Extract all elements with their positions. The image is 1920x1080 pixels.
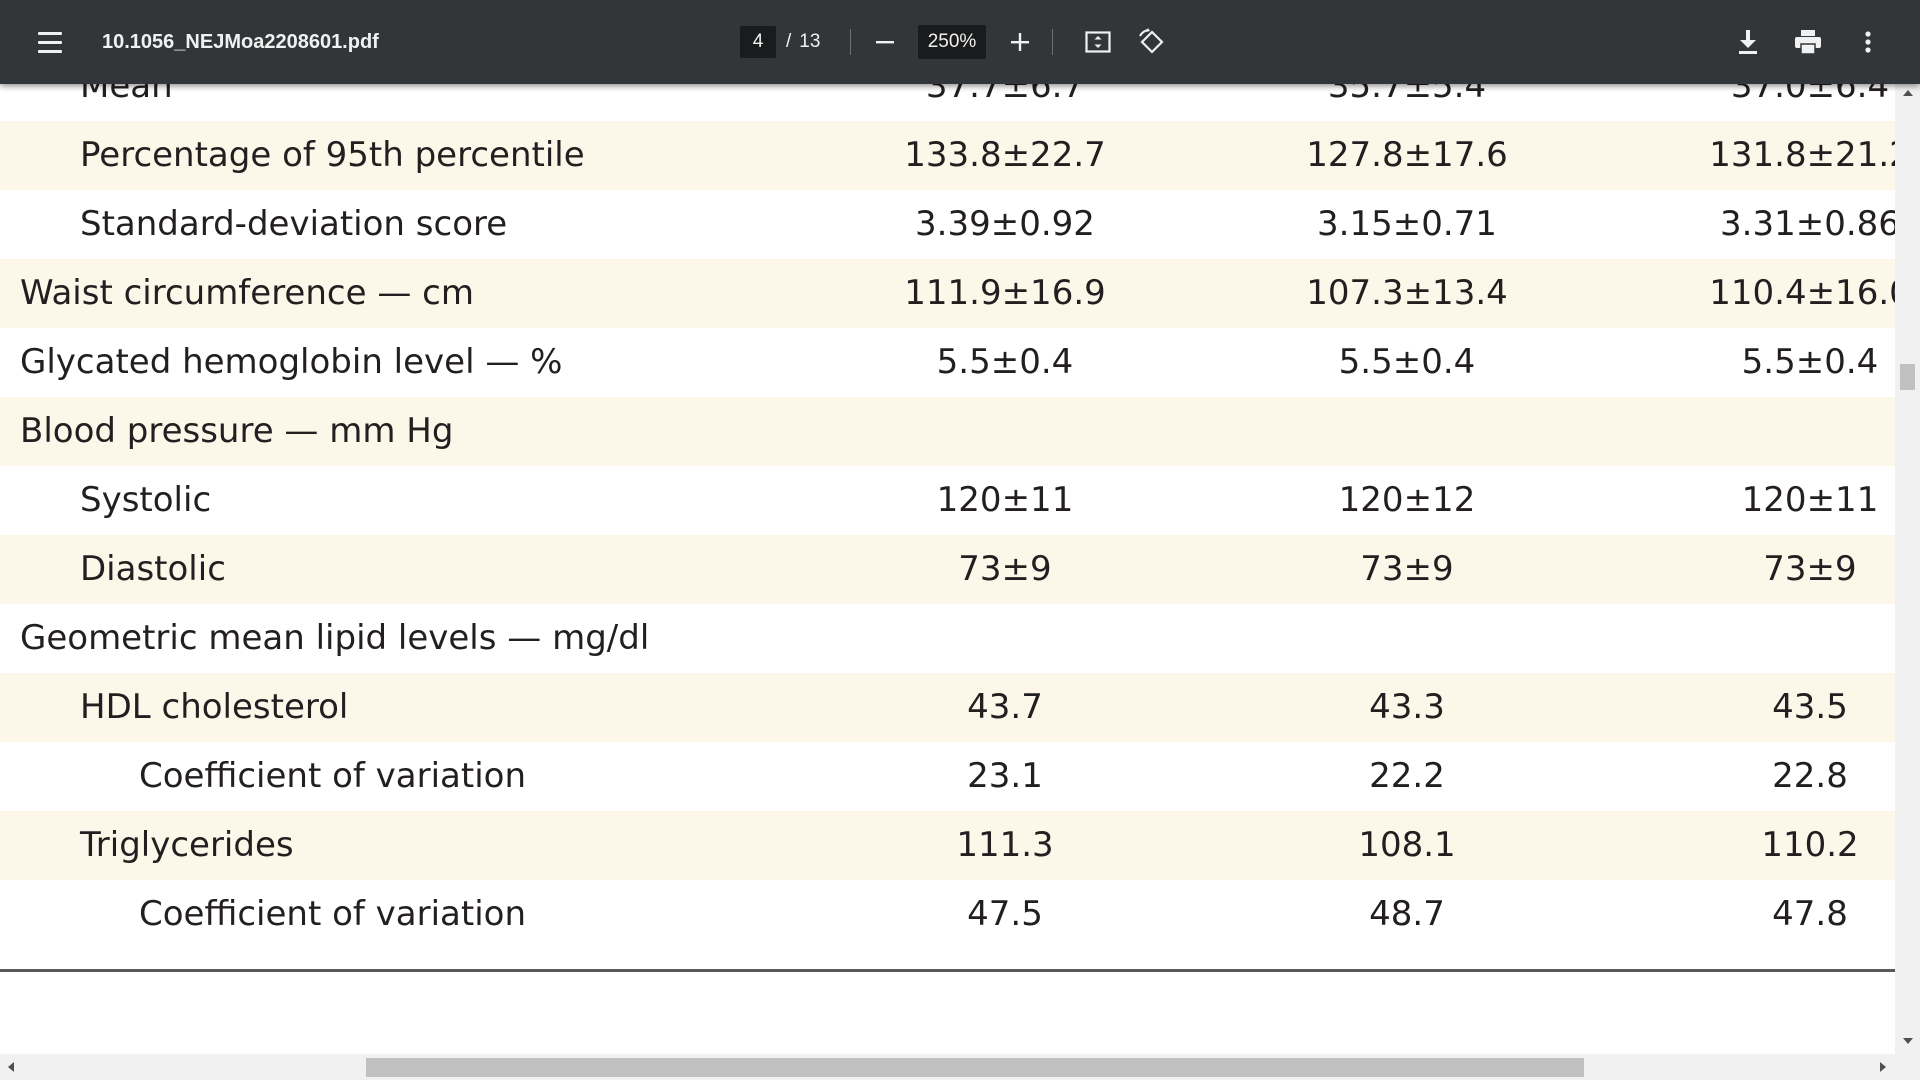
document-title: 10.1056_NEJMoa2208601.pdf: [102, 31, 379, 53]
toolbar-divider: [850, 29, 851, 55]
row-label: HDL cholesterol: [80, 687, 349, 727]
table-row: Triglycerides 111.3 108.1 110.2: [0, 811, 1895, 880]
cell-value-col3: 47.8: [1772, 894, 1848, 934]
page-separator: /: [786, 31, 792, 52]
cell-value-col3: 110.4±16.0: [1709, 273, 1895, 313]
cell-value-col3: 120±11: [1741, 480, 1879, 520]
cell-value-col1: 37.7±6.7: [925, 84, 1085, 106]
table-row: Percentage of 95th percentile 133.8±22.7 1…: [0, 121, 1895, 190]
pdf-toolbar: 10.1056_NEJMoa2208601.pdf 4 / 13 250%: [0, 0, 1920, 84]
scroll-down-icon[interactable]: [1903, 1038, 1913, 1044]
cell-value-col1: 120±11: [936, 480, 1074, 520]
download-icon[interactable]: [1728, 22, 1768, 62]
cell-value-col2: 43.3: [1369, 687, 1445, 727]
table-row: Geometric mean lipid levels — mg/dl: [0, 604, 1895, 673]
cell-value-col2: 120±12: [1338, 480, 1476, 520]
cell-value-col2: 22.2: [1369, 756, 1445, 796]
cell-value-col1: [875, 397, 1135, 466]
row-label: Percentage of 95th percentile: [80, 135, 585, 175]
baseline-characteristics-table: Mean 37.7±6.7 35.7±5.4 37.0±6.4 Percentage o…: [0, 84, 1895, 949]
row-label: Mean: [80, 84, 173, 106]
menu-icon[interactable]: [30, 22, 70, 62]
cell-value-col2: 108.1: [1358, 825, 1456, 865]
cell-value-col2: 3.15±0.71: [1317, 204, 1497, 244]
cell-value-col3: 110.2: [1761, 825, 1859, 865]
cell-value-col1: 111.9±16.9: [904, 273, 1106, 313]
cell-value-col3: 43.5: [1772, 687, 1848, 727]
cell-value-col3: [1680, 397, 1895, 466]
cell-value-col1: 5.5±0.4: [936, 342, 1074, 382]
table-row: Mean 37.7±6.7 35.7±5.4 37.0±6.4: [0, 84, 1895, 121]
cell-value-col2: 48.7: [1369, 894, 1445, 934]
toolbar-divider: [1052, 29, 1053, 55]
cell-value-col2: 127.8±17.6: [1306, 135, 1508, 175]
row-label: Coefficient of variation: [139, 894, 526, 934]
cell-value-col2: 35.7±5.4: [1327, 84, 1487, 106]
row-label: Standard-deviation score: [80, 204, 508, 244]
more-vertical-icon[interactable]: [1848, 22, 1888, 62]
cell-value-col2: 5.5±0.4: [1338, 342, 1476, 382]
cell-value-col3: 73±9: [1763, 549, 1857, 589]
table-row: Standard-deviation score 3.39±0.92 3.15±0.…: [0, 190, 1895, 259]
cell-value-col3: 5.5±0.4: [1741, 342, 1879, 382]
cell-value-col1: 73±9: [958, 549, 1052, 589]
cell-value-col1: [875, 604, 1135, 673]
scroll-right-icon[interactable]: [1880, 1062, 1886, 1072]
row-label: Coefficient of variation: [139, 756, 526, 796]
cell-value-col1: 111.3: [956, 825, 1054, 865]
page-number-input[interactable]: 4: [740, 26, 776, 58]
table-row: Blood pressure — mm Hg: [0, 397, 1895, 466]
rotate-icon[interactable]: [1132, 22, 1172, 62]
row-label: Blood pressure — mm Hg: [20, 411, 454, 451]
table-row: Glycated hemoglobin level — % 5.5±0.4 5.5±…: [0, 328, 1895, 397]
print-icon[interactable]: [1788, 22, 1828, 62]
horizontal-scrollbar[interactable]: [0, 1054, 1920, 1080]
zoom-level-input[interactable]: 250%: [918, 25, 986, 59]
table-row: Waist circumference — cm 111.9±16.9 107.3±…: [0, 259, 1895, 328]
horizontal-scroll-thumb[interactable]: [366, 1058, 1584, 1077]
row-label: Glycated hemoglobin level — %: [20, 342, 563, 382]
scroll-up-icon[interactable]: [1903, 90, 1913, 96]
cell-value-col3: 37.0±6.4: [1730, 84, 1890, 106]
cell-value-col2: [1277, 397, 1537, 466]
table-row: HDL cholesterol 43.7 43.3 43.5: [0, 673, 1895, 742]
table-row: Coefficient of variation 47.5 48.7 47.8: [0, 880, 1895, 949]
table-row: Diastolic 73±9 73±9 73±9: [0, 535, 1895, 604]
cell-value-col1: 23.1: [967, 756, 1043, 796]
cell-value-col2: [1277, 604, 1537, 673]
row-label: Geometric mean lipid levels — mg/dl: [20, 618, 650, 658]
cell-value-col1: 133.8±22.7: [904, 135, 1106, 175]
cell-value-col2: 107.3±13.4: [1306, 273, 1508, 313]
table-row: Systolic 120±11 120±12 120±11: [0, 466, 1895, 535]
scroll-left-icon[interactable]: [8, 1062, 14, 1072]
table-row: Coefficient of variation 23.1 22.2 22.8: [0, 742, 1895, 811]
cell-value-col3: 3.31±0.86: [1720, 204, 1895, 244]
vertical-scroll-thumb[interactable]: [1900, 364, 1915, 390]
cell-value-col3: [1680, 604, 1895, 673]
fit-page-icon[interactable]: [1078, 22, 1118, 62]
row-label: Waist circumference — cm: [20, 273, 474, 313]
cell-value-col1: 43.7: [967, 687, 1043, 727]
row-label: Triglycerides: [80, 825, 294, 865]
zoom-out-icon[interactable]: [865, 22, 905, 62]
cell-value-col3: 131.8±21.2: [1709, 135, 1895, 175]
cell-value-col2: 73±9: [1360, 549, 1454, 589]
page-total: 13: [799, 31, 821, 52]
cell-value-col1: 47.5: [967, 894, 1043, 934]
vertical-scrollbar[interactable]: [1895, 84, 1920, 1054]
table-bottom-rule: [0, 969, 1895, 972]
cell-value-col3: 22.8: [1772, 756, 1848, 796]
cell-value-col1: 3.39±0.92: [915, 204, 1095, 244]
zoom-in-icon[interactable]: [1000, 22, 1040, 62]
pdf-viewer: Mean 37.7±6.7 35.7±5.4 37.0±6.4 Percentage o…: [0, 84, 1895, 1054]
row-label: Systolic: [80, 480, 212, 520]
page-selector: 4 / 13: [740, 25, 820, 59]
row-label: Diastolic: [80, 549, 226, 589]
